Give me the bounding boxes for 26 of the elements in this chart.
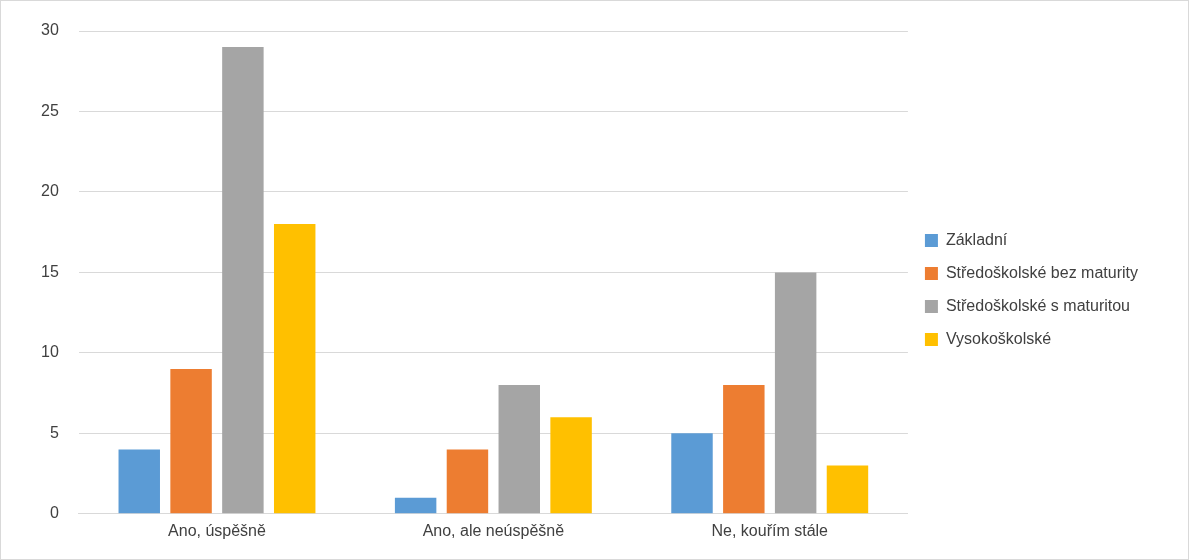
x-tick-label: Ne, kouřím stále: [711, 521, 829, 539]
bar: [498, 385, 540, 514]
x-tick-label: Ano, úspěšně: [168, 521, 267, 539]
y-tick-label: 10: [41, 343, 59, 361]
bar: [118, 449, 160, 514]
bar: [170, 368, 212, 514]
legend-label: Vysokoškolské: [945, 329, 1052, 347]
bar: [774, 272, 817, 514]
bar: [671, 433, 713, 514]
x-tick-label: Ano, ale neúspěšně: [422, 521, 565, 539]
bar: [826, 465, 869, 514]
y-tick-label: 25: [41, 101, 59, 119]
legend-label: Středoškolské s maturitou: [945, 296, 1130, 314]
y-tick-label: 20: [41, 182, 59, 200]
y-tick-label: 30: [41, 21, 59, 39]
y-tick-label: 15: [41, 262, 59, 280]
y-tick-label: 0: [49, 504, 59, 522]
bar: [394, 497, 437, 514]
y-tick-label: 5: [49, 423, 59, 441]
bar: [273, 224, 316, 514]
legend-label: Základní: [945, 230, 1008, 248]
bar: [446, 449, 489, 514]
bar: [550, 417, 592, 514]
bar: [723, 385, 765, 514]
bar: [222, 47, 264, 514]
legend-label: Středoškolské bez maturity: [945, 263, 1138, 281]
